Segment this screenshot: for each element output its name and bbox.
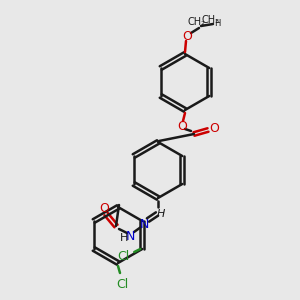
Text: Cl: Cl <box>117 250 129 263</box>
Text: CH₂: CH₂ <box>188 17 206 27</box>
Text: Cl: Cl <box>116 278 128 292</box>
Text: O: O <box>177 119 187 133</box>
Text: N: N <box>139 218 149 230</box>
Text: O: O <box>182 29 192 43</box>
Text: H: H <box>120 233 128 243</box>
Text: H: H <box>157 209 165 219</box>
Text: O: O <box>209 122 219 134</box>
Text: CH₃: CH₃ <box>202 15 220 25</box>
Text: O: O <box>99 202 109 214</box>
Text: N: N <box>125 230 135 242</box>
Text: H: H <box>214 20 220 28</box>
